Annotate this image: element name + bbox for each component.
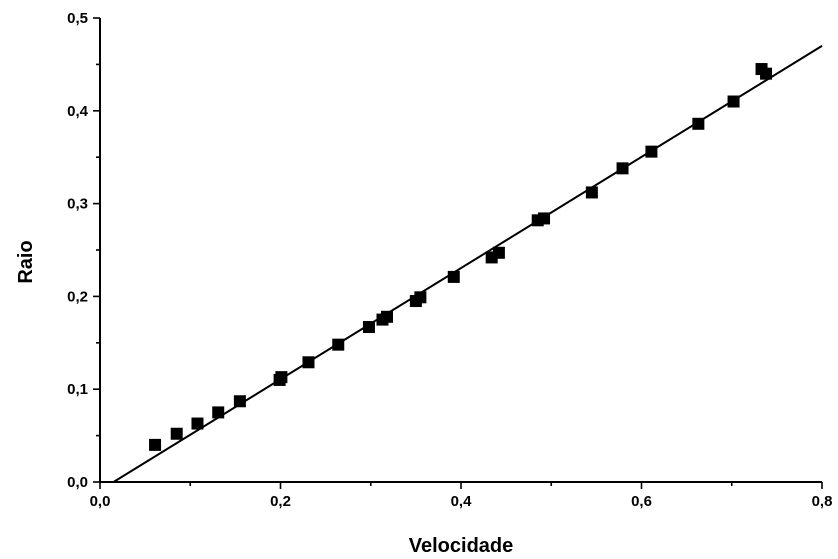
y-tick-label: 0,1 — [67, 381, 88, 398]
data-point — [233, 395, 246, 408]
data-point — [645, 145, 658, 158]
x-tick-label: 0,4 — [451, 493, 473, 510]
data-points — [149, 63, 773, 451]
data-point — [538, 212, 551, 225]
y-tick-label: 0,4 — [67, 103, 89, 120]
data-point — [212, 406, 225, 419]
data-point — [492, 246, 505, 259]
ticks: 0,0 0,2 0,4 0,6 0,8 0,0 0,1 0,2 0,3 0,4 0,5 — [67, 10, 832, 510]
data-point — [275, 371, 288, 384]
y-tick-label: 0,0 — [67, 474, 88, 491]
x-axis-label: Velocidade — [409, 535, 514, 557]
data-point — [760, 67, 773, 80]
x-tick-label: 0,2 — [270, 493, 291, 510]
x-tick-label: 0,8 — [812, 493, 833, 510]
data-point — [616, 162, 629, 175]
data-point — [585, 186, 598, 199]
y-tick-label: 0,3 — [67, 196, 88, 213]
data-point — [727, 95, 740, 108]
data-point — [332, 338, 345, 351]
x-tick-label: 0,6 — [631, 493, 652, 510]
data-point — [170, 427, 183, 440]
data-point — [414, 291, 427, 304]
data-point — [447, 270, 460, 283]
axes — [99, 18, 822, 483]
data-point — [191, 417, 204, 430]
x-tick-label: 0,0 — [90, 493, 111, 510]
y-tick-label: 0,5 — [67, 10, 88, 27]
y-axis-label: Raio — [15, 240, 37, 283]
data-point — [380, 310, 393, 323]
y-tick-label: 0,2 — [67, 288, 88, 305]
data-point — [302, 356, 315, 369]
data-point — [692, 117, 705, 130]
data-point — [149, 438, 162, 451]
data-point — [362, 321, 375, 334]
